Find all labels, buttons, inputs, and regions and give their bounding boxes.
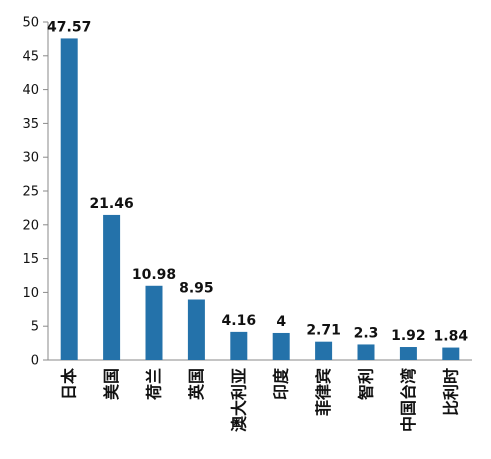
bar <box>103 214 121 360</box>
category-label: 美国 <box>102 368 121 400</box>
y-tick-label: 10 <box>22 286 39 301</box>
y-axis-ticks: 0 5 10 15 20 25 30 35 40 45 50 <box>22 16 48 369</box>
data-label: 10.98 <box>132 267 176 283</box>
data-label: 21.46 <box>89 196 133 212</box>
data-labels-group: 47.57 21.46 10.988.95 4.16 4 2.71 2.3 1.92 1.84 <box>47 19 468 344</box>
y-tick-label: 30 <box>22 151 39 166</box>
y-tick-label: 0 <box>31 354 39 369</box>
bar <box>230 331 248 360</box>
data-label: 8.95 <box>179 280 214 296</box>
category-label: 智利 <box>357 368 376 400</box>
y-tick-label: 50 <box>22 16 39 31</box>
data-label: 2.3 <box>354 325 379 341</box>
data-label: 47.57 <box>47 19 91 35</box>
y-tick-label: 20 <box>22 218 39 233</box>
bar <box>60 38 78 361</box>
y-tick-label: 45 <box>22 49 39 64</box>
bar <box>145 285 163 360</box>
y-tick-label: 35 <box>22 117 39 132</box>
y-tick-label: 25 <box>22 185 39 200</box>
category-label: 比利时 <box>441 368 460 416</box>
bar <box>399 347 417 360</box>
bar <box>272 332 290 360</box>
category-label: 澳大利亚 <box>229 368 248 432</box>
y-tick-label: 15 <box>22 252 39 267</box>
data-label: 1.84 <box>434 329 469 345</box>
bar <box>442 347 460 360</box>
data-label: 4.16 <box>222 313 257 329</box>
data-label: 4 <box>276 314 286 330</box>
y-tick-label: 5 <box>31 320 39 335</box>
category-label: 菲律宾 <box>314 368 333 416</box>
category-labels-group: 日本 美国 荷兰 英国 澳大利亚 印度 菲律宾 智利 中国台湾 比利时 <box>60 367 461 432</box>
category-label: 荷兰 <box>145 368 164 400</box>
bar <box>187 299 205 360</box>
bars-group <box>60 38 460 361</box>
y-tick-label: 40 <box>22 83 39 98</box>
bar <box>315 341 333 360</box>
category-label: 印度 <box>272 367 291 400</box>
data-label: 2.71 <box>306 323 341 339</box>
data-label: 1.92 <box>391 328 426 344</box>
category-label: 英国 <box>187 368 206 401</box>
category-label: 中国台湾 <box>399 368 418 432</box>
category-label: 日本 <box>60 368 79 400</box>
bar <box>357 344 375 360</box>
